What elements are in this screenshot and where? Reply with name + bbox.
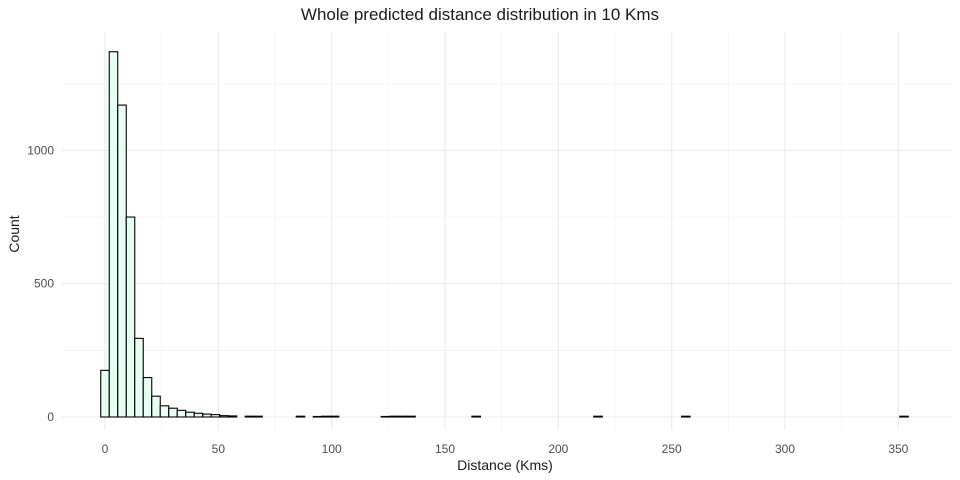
x-axis-title: Distance (Kms) — [457, 457, 553, 473]
histogram-bar — [227, 415, 238, 418]
histogram-bar — [389, 415, 399, 418]
chart-title: Whole predicted distance distribution in… — [300, 5, 660, 24]
x-tick-label: 250 — [662, 442, 682, 456]
histogram-bar — [253, 415, 263, 418]
y-axis-ticks: 0 500 1000 — [27, 143, 54, 424]
x-tick-label: 50 — [212, 442, 226, 456]
histogram-bar — [681, 415, 691, 418]
x-tick-label: 200 — [548, 442, 568, 456]
histogram-bar — [151, 395, 161, 418]
histogram-bar — [202, 413, 212, 418]
histogram-bar — [176, 409, 187, 418]
histogram-bar — [117, 104, 127, 418]
histogram-bar — [100, 369, 110, 418]
histogram-bar — [185, 411, 195, 418]
histogram-bars — [100, 51, 909, 418]
x-axis-ticks: 0 50 100 150 200 250 300 350 — [102, 442, 909, 456]
histogram-bar — [471, 415, 481, 418]
histogram-bar — [380, 415, 391, 418]
y-tick-label: 0 — [47, 410, 54, 424]
histogram-bar — [295, 415, 306, 418]
histogram-bar — [406, 415, 416, 418]
histogram-bar — [159, 405, 170, 418]
y-tick-label: 1000 — [27, 143, 54, 157]
x-tick-label: 100 — [322, 442, 342, 456]
histogram-bar — [219, 415, 229, 418]
histogram-bar — [312, 415, 323, 418]
histogram-bar — [321, 415, 331, 418]
histogram-bar — [244, 415, 255, 418]
histogram-bar — [134, 337, 144, 418]
histogram-bar — [142, 376, 153, 418]
x-tick-label: 0 — [102, 442, 109, 456]
histogram-bar — [193, 412, 204, 418]
histogram-bar — [899, 415, 909, 418]
histogram-bar — [168, 407, 178, 418]
histogram-bar — [125, 216, 136, 418]
x-tick-label: 350 — [888, 442, 908, 456]
histogram-bar — [397, 415, 408, 418]
histogram-bar — [108, 51, 119, 418]
x-tick-label: 300 — [775, 442, 795, 456]
y-axis-title: Count — [6, 215, 22, 252]
y-tick-label: 500 — [34, 277, 54, 291]
histogram-bar — [593, 415, 603, 418]
histogram-bar — [210, 414, 221, 418]
x-tick-label: 150 — [435, 442, 455, 456]
histogram-bar — [329, 415, 340, 418]
grid — [62, 32, 952, 430]
